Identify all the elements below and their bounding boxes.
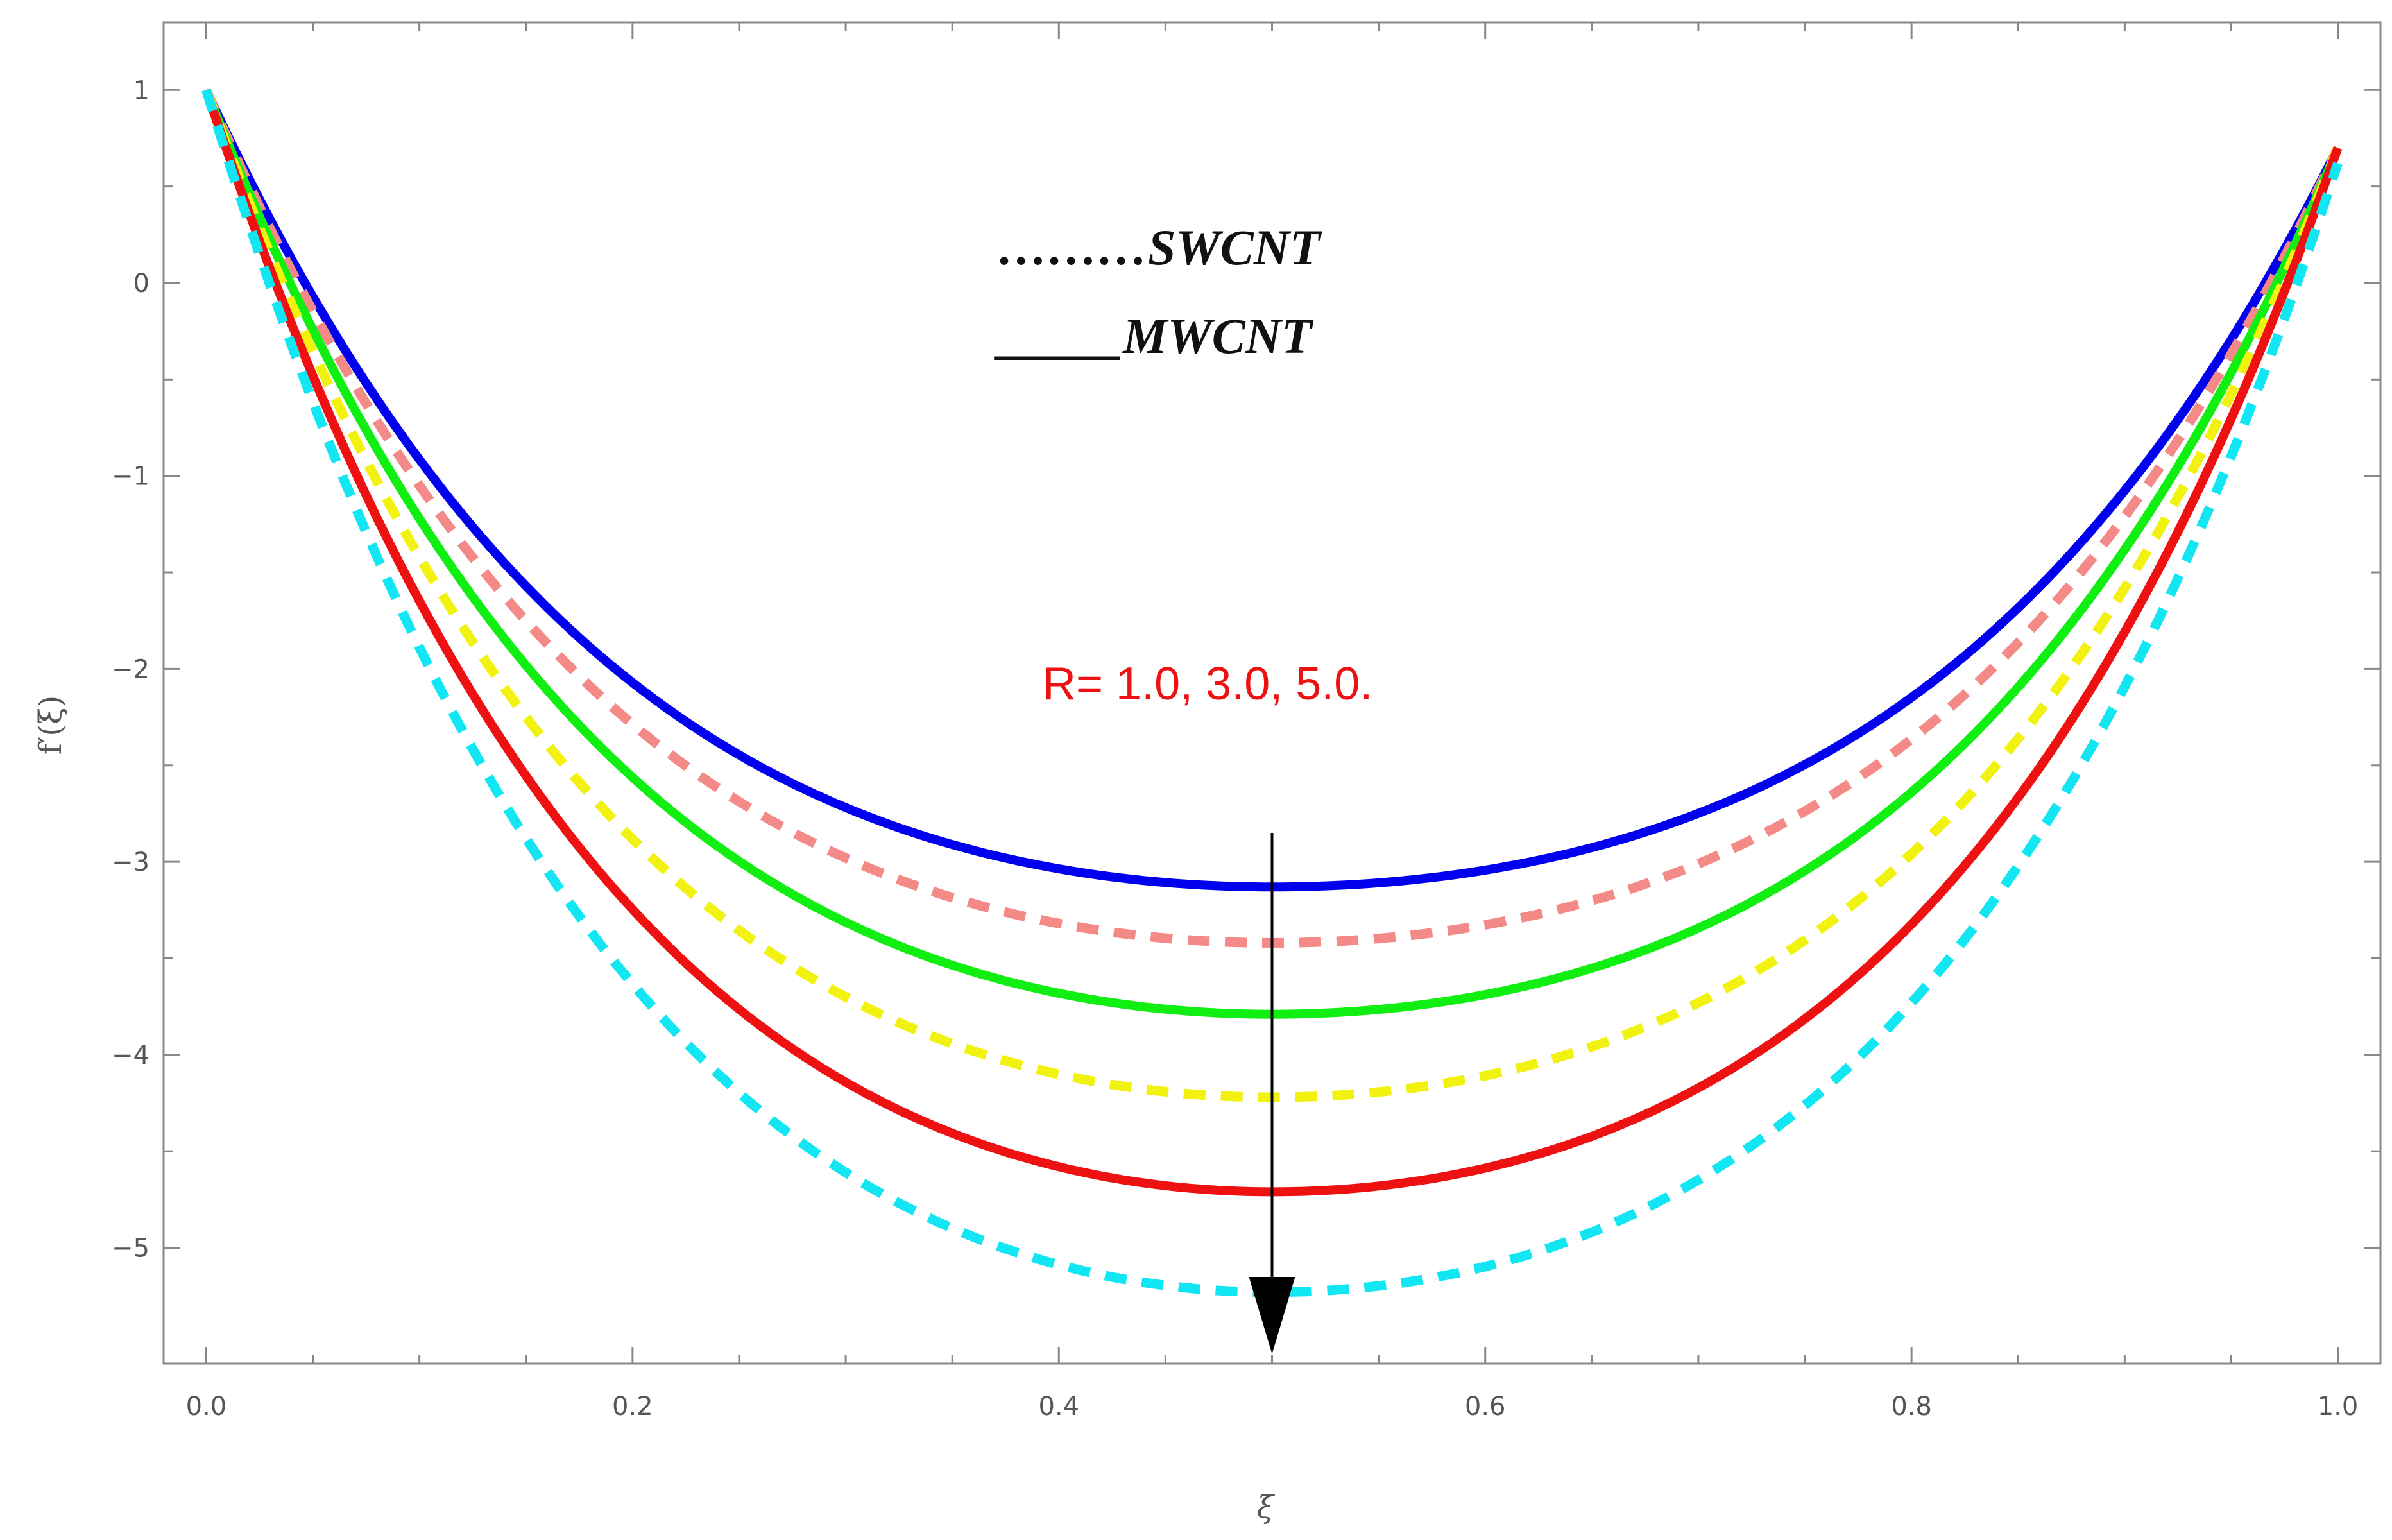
x-tick-label: 0.4 bbox=[1038, 1392, 1079, 1421]
y-tick-label: −1 bbox=[112, 462, 150, 492]
y-ticks: 1 0 −1 −2 −3 −4 −5 bbox=[112, 76, 2380, 1263]
x-axis-label: ξ bbox=[1257, 1489, 1276, 1525]
x-tick-label: 0.8 bbox=[1891, 1392, 1932, 1421]
y-tick-label: −4 bbox=[112, 1041, 150, 1070]
arrow-layer bbox=[1249, 833, 1295, 1354]
y-tick-label: −3 bbox=[112, 848, 150, 877]
annotation-r-values: R= 1.0, 3.0, 5.0. bbox=[1043, 658, 1372, 710]
y-tick-label: 0 bbox=[133, 269, 150, 298]
y-tick-label: −2 bbox=[112, 654, 150, 684]
y-tick-label: −5 bbox=[112, 1234, 150, 1263]
y-tick-label: 1 bbox=[133, 76, 150, 105]
x-tick-label: 0.2 bbox=[612, 1392, 653, 1421]
x-ticks: 0.0 0.2 0.4 0.6 0.8 1.0 bbox=[186, 22, 2359, 1421]
legend-swcnt: ………SWCNT bbox=[998, 219, 1322, 275]
x-tick-label: 0.0 bbox=[186, 1392, 227, 1421]
legend-mwcnt: _____MWCNT bbox=[994, 308, 1314, 364]
arrow-head bbox=[1249, 1276, 1295, 1354]
y-axis-label: f′(ξ) bbox=[33, 696, 69, 755]
x-tick-label: 0.6 bbox=[1465, 1392, 1506, 1421]
x-tick-label: 1.0 bbox=[2318, 1392, 2359, 1421]
